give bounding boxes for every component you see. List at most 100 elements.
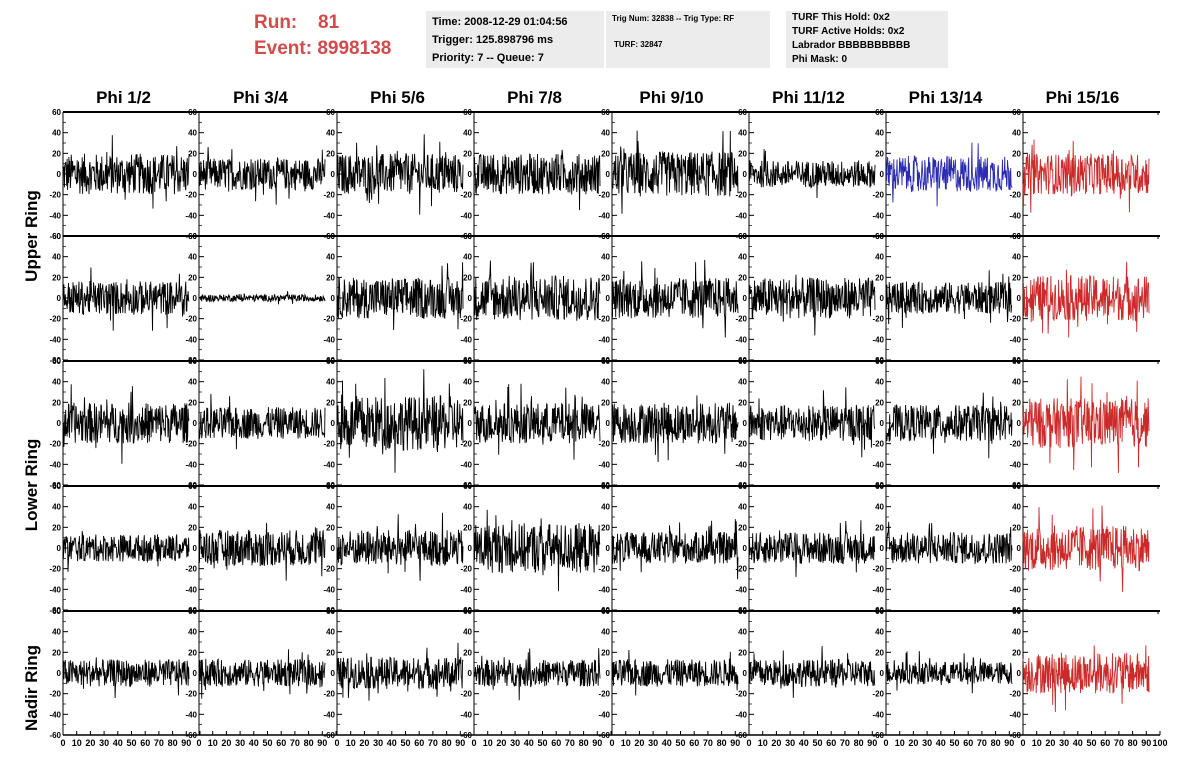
x-tick-label: 30: [373, 738, 383, 748]
waveform-trace: [62, 531, 190, 572]
y-tick-label: -20: [872, 690, 884, 699]
y-tick-label: 0: [193, 544, 198, 553]
y-tick-label: 60: [326, 232, 335, 241]
x-tick-label: 80: [579, 738, 589, 748]
y-tick-label: -20: [1009, 315, 1021, 324]
x-tick-label: 100: [1152, 738, 1167, 748]
x-tick-label: 0: [196, 738, 201, 748]
y-tick-label: -40: [323, 335, 335, 344]
x-tick-label: 0: [334, 738, 339, 748]
event-value: 8998138: [317, 38, 392, 59]
y-tick-label: -40: [735, 585, 747, 594]
x-tick-label: 80: [854, 738, 864, 748]
x-tick-label: 20: [771, 738, 781, 748]
waveform-trace: [62, 267, 190, 331]
y-tick-label: 40: [188, 503, 197, 512]
y-tick-label: 0: [1017, 544, 1022, 553]
trigger-text: Trigger: 125.898796 ms: [432, 34, 554, 46]
x-tick-label: 80: [304, 738, 314, 748]
waveform-trace: [748, 646, 876, 698]
x-tick-label: 20: [1045, 738, 1055, 748]
y-tick-label: 0: [193, 294, 198, 303]
waveform-trace: [198, 649, 326, 699]
y-tick-label: 20: [463, 273, 472, 282]
y-tick-label: -20: [49, 191, 61, 200]
y-tick-label: -20: [460, 440, 472, 449]
turf-info-box: TURF This Hold: 0x2 TURF Active Holds: 0…: [786, 11, 948, 68]
y-tick-label: 60: [52, 357, 61, 366]
x-tick-label: 50: [675, 738, 685, 748]
waveform-trace: [62, 384, 190, 464]
y-tick-label: -20: [735, 191, 747, 200]
y-tick-label: -20: [872, 565, 884, 574]
x-tick-label: 10: [758, 738, 768, 748]
y-tick-label: -20: [49, 440, 61, 449]
y-tick-label: 40: [875, 628, 884, 637]
y-tick-label: -20: [185, 565, 197, 574]
x-tick-label: 20: [359, 738, 369, 748]
y-tick-label: 40: [188, 628, 197, 637]
y-tick-label: -40: [1009, 460, 1021, 469]
x-tick-label: 80: [1128, 738, 1138, 748]
priority-text: Priority: 7 -- Queue: 7: [432, 52, 544, 64]
y-tick-label: 40: [463, 378, 472, 387]
x-tick-label: 50: [537, 738, 547, 748]
y-tick-label: 60: [875, 482, 884, 491]
y-tick-label: 40: [1012, 378, 1021, 387]
y-tick-label: 0: [331, 669, 336, 678]
y-tick-label: 0: [743, 419, 748, 428]
y-tick-label: 40: [52, 503, 61, 512]
y-tick-label: 40: [875, 253, 884, 262]
y-tick-label: 40: [875, 129, 884, 138]
y-tick-label: 0: [468, 170, 473, 179]
y-tick-label: -40: [598, 710, 610, 719]
waveform-trace: [473, 260, 601, 321]
y-tick-label: 40: [52, 628, 61, 637]
waveform-trace: [473, 648, 601, 701]
y-tick-label: 20: [1012, 648, 1021, 657]
waveform-trace: [1022, 645, 1150, 713]
y-tick-label: 60: [738, 482, 747, 491]
x-tick-label: 10: [208, 738, 218, 748]
y-tick-label: -40: [460, 710, 472, 719]
y-tick-label: 20: [738, 149, 747, 158]
y-tick-label: 0: [606, 419, 611, 428]
y-tick-label: -40: [323, 710, 335, 719]
x-tick-label: 0: [471, 738, 476, 748]
x-tick-label: 90: [181, 738, 191, 748]
x-tick-label: 0: [1020, 738, 1025, 748]
y-tick-label: -20: [1009, 690, 1021, 699]
x-tick-label: 60: [1100, 738, 1110, 748]
y-tick-label: 60: [52, 108, 61, 117]
y-tick-label: -20: [323, 191, 335, 200]
y-tick-label: 60: [601, 482, 610, 491]
y-tick-label: -40: [872, 211, 884, 220]
x-tick-label: 40: [113, 738, 123, 748]
y-tick-label: 60: [188, 108, 197, 117]
y-tick-label: -60: [49, 232, 61, 241]
y-tick-label: 60: [188, 482, 197, 491]
y-tick-label: 40: [326, 628, 335, 637]
y-tick-label: 40: [875, 378, 884, 387]
y-tick-label: -40: [735, 211, 747, 220]
waveform-trace: [473, 509, 601, 592]
waveform-trace: [1022, 376, 1150, 474]
y-tick-label: 20: [326, 523, 335, 532]
y-tick-label: 20: [463, 149, 472, 158]
x-tick-label: 90: [867, 738, 877, 748]
y-tick-label: 60: [875, 108, 884, 117]
y-tick-label: 40: [463, 253, 472, 262]
x-tick-label: 90: [1004, 738, 1014, 748]
waveform-trace: [1022, 261, 1150, 338]
x-tick-label: 90: [592, 738, 602, 748]
y-tick-label: 0: [880, 544, 885, 553]
y-tick-label: -40: [460, 335, 472, 344]
y-tick-label: -20: [598, 315, 610, 324]
time-info-box: Time: 2008-12-29 01:04:56 Trigger: 125.8…: [426, 11, 604, 68]
y-tick-label: 60: [326, 482, 335, 491]
y-tick-label: 20: [738, 648, 747, 657]
y-tick-label: 40: [326, 129, 335, 138]
x-tick-label: 70: [977, 738, 987, 748]
waveform-trace: [336, 134, 464, 215]
